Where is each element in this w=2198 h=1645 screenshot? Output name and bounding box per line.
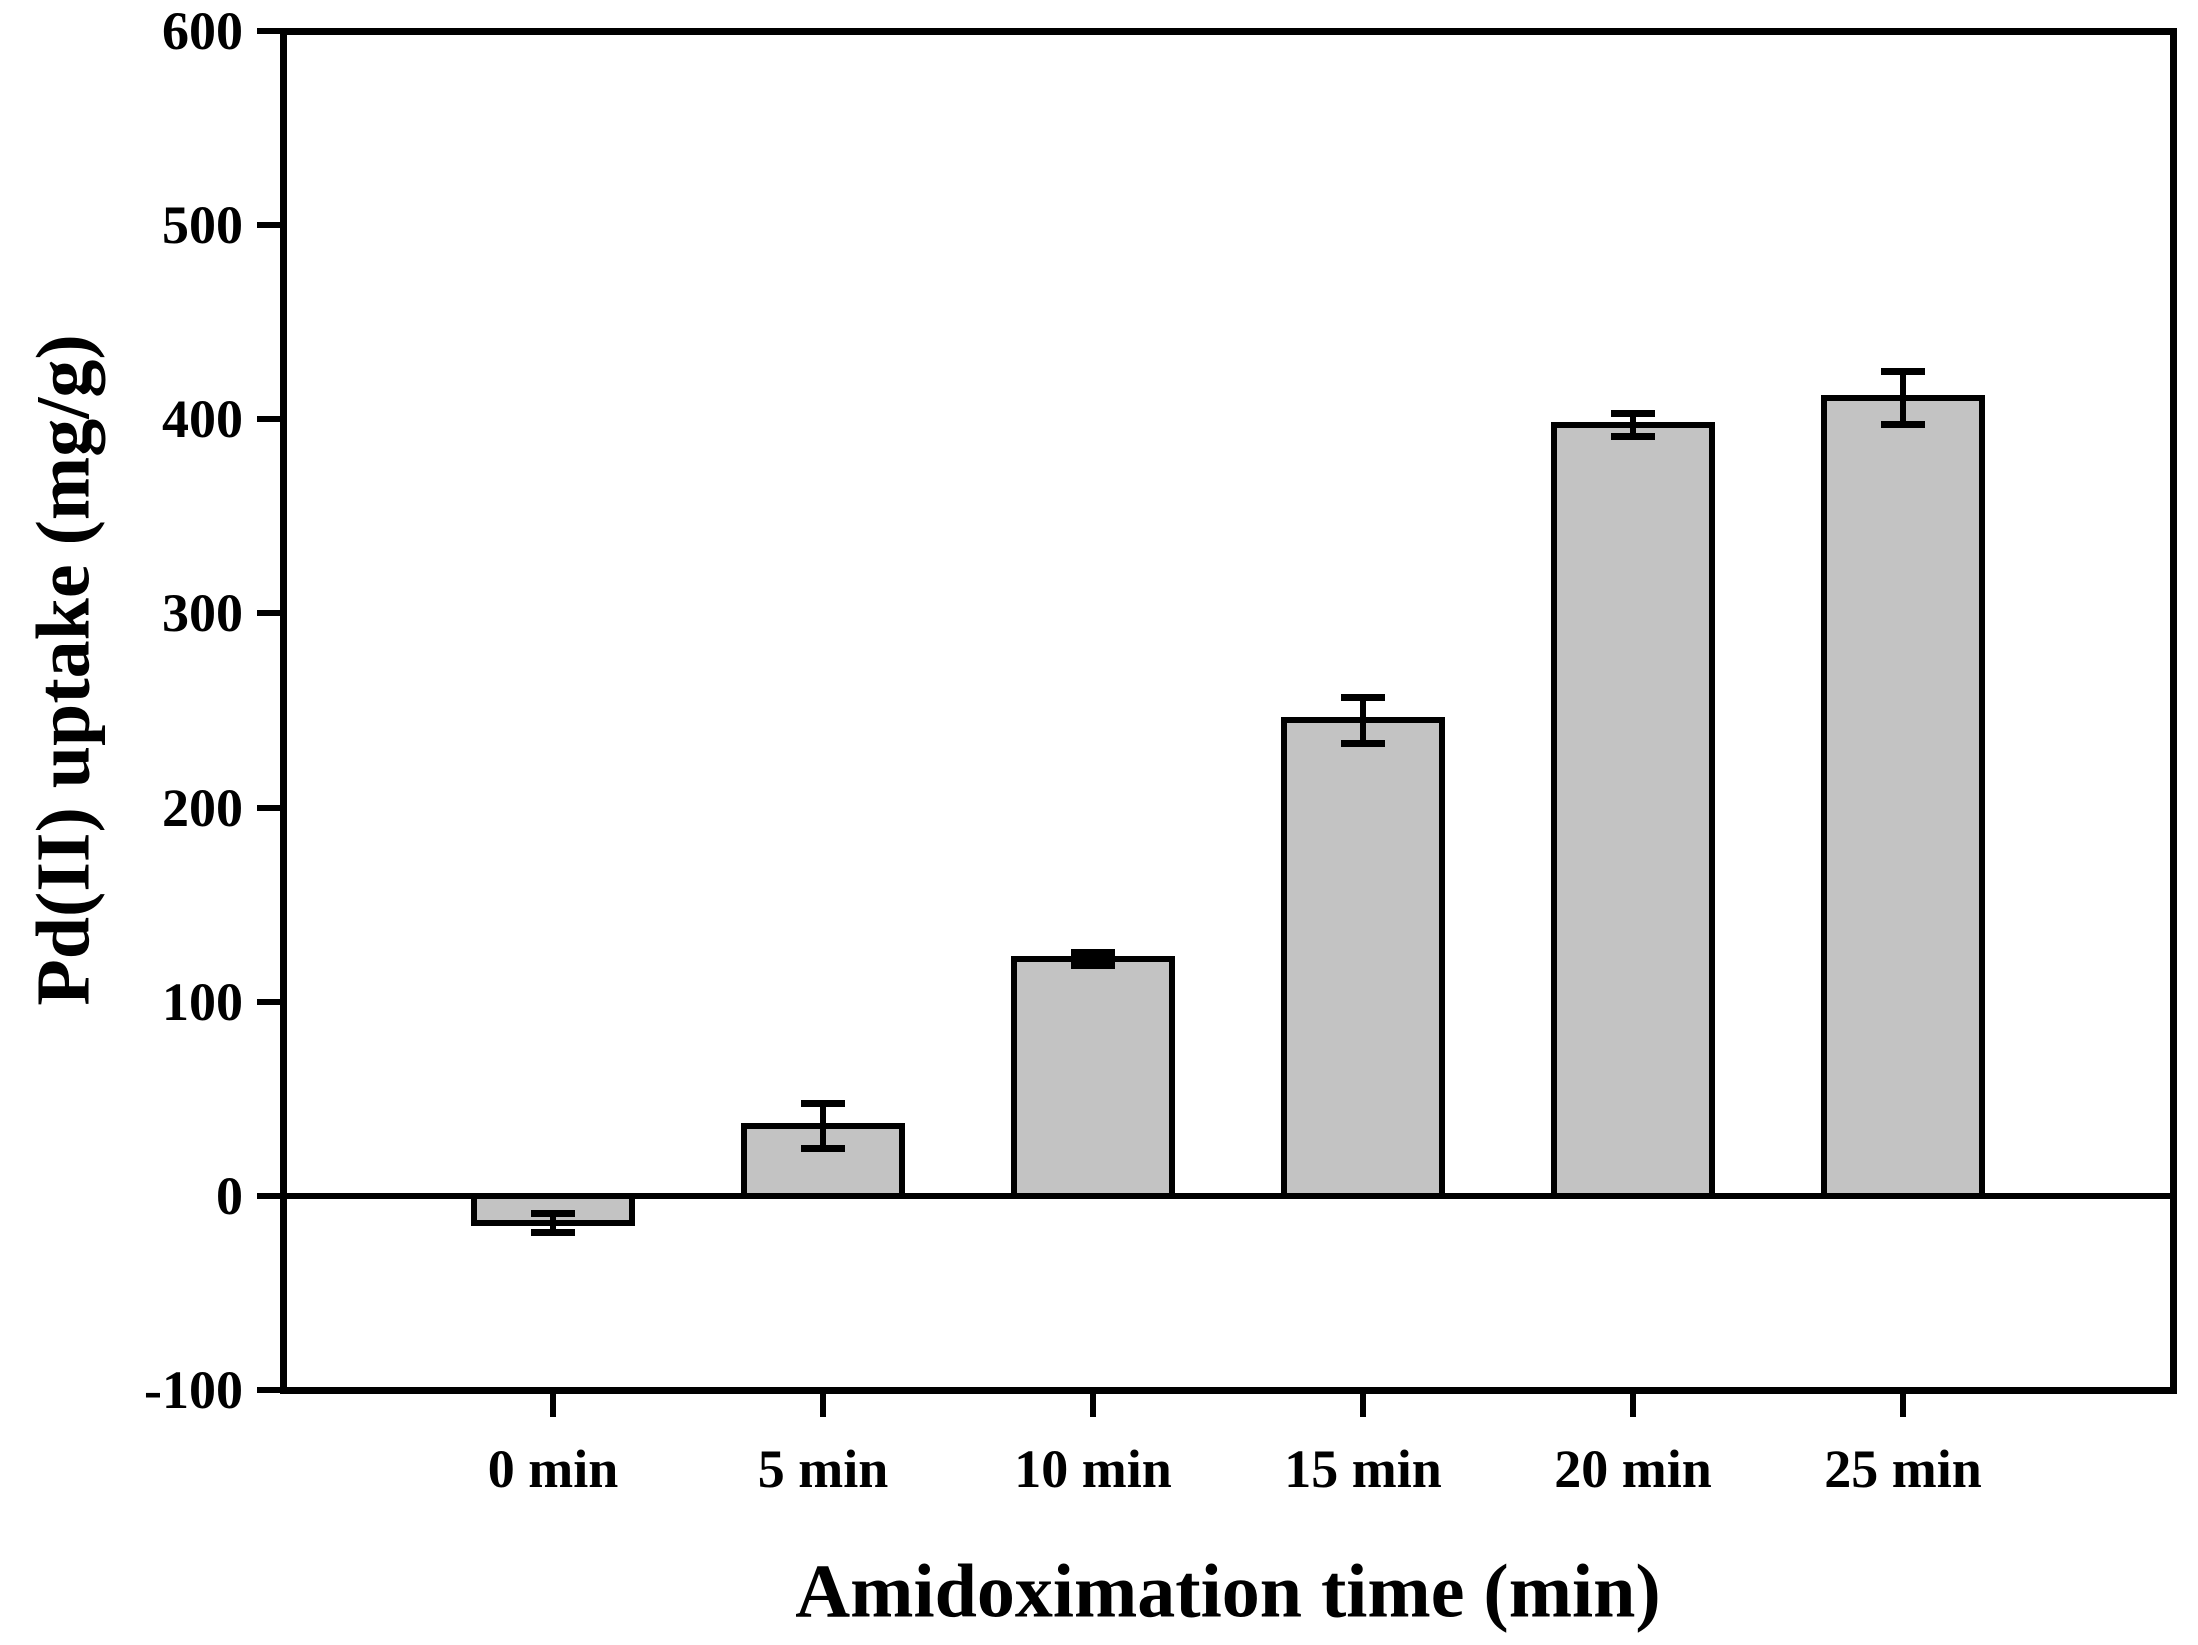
error-bar-cap-top bbox=[801, 1099, 845, 1107]
y-axis-tick bbox=[257, 1192, 280, 1199]
error-bar-line bbox=[1090, 952, 1096, 966]
y-tick-label: 600 bbox=[162, 1, 243, 61]
y-tick-label: 0 bbox=[216, 1165, 243, 1226]
error-bar-cap-bottom bbox=[801, 1145, 845, 1153]
x-axis-tick bbox=[820, 1394, 826, 1417]
bar-25-min bbox=[1821, 394, 1985, 1199]
y-tick-label: 300 bbox=[162, 583, 243, 644]
x-category-label: 0 min bbox=[487, 1439, 619, 1499]
y-axis-tick bbox=[257, 804, 280, 811]
error-bar-line bbox=[1630, 413, 1636, 437]
x-category-label: 20 min bbox=[1554, 1439, 1712, 1499]
bar-10-min bbox=[1011, 956, 1175, 1199]
error-bar-cap-top bbox=[1071, 949, 1115, 957]
y-tick-label: 200 bbox=[162, 777, 243, 838]
x-axis-tick bbox=[550, 1394, 556, 1417]
error-bar-cap-top bbox=[1611, 410, 1655, 418]
bar-15-min bbox=[1281, 717, 1445, 1199]
y-axis-tick bbox=[257, 1387, 280, 1393]
y-axis-tick bbox=[257, 222, 280, 229]
y-tick-label: 400 bbox=[162, 389, 243, 450]
y-tick-label: -100 bbox=[144, 1360, 243, 1420]
error-bar-cap-bottom bbox=[1881, 421, 1925, 429]
error-bar-cap-bottom bbox=[531, 1228, 575, 1236]
error-bar-cap-bottom bbox=[1611, 432, 1655, 440]
error-bar-cap-top bbox=[1341, 693, 1385, 701]
x-axis-title: Amidoximation time (min) bbox=[795, 1549, 1661, 1634]
x-category-label: 5 min bbox=[757, 1439, 889, 1499]
x-category-label: 15 min bbox=[1284, 1439, 1442, 1499]
error-bar-cap-bottom bbox=[1341, 739, 1385, 747]
error-bar-cap-top bbox=[1881, 367, 1925, 375]
y-axis-tick bbox=[257, 28, 280, 34]
y-axis-tick bbox=[257, 416, 280, 423]
error-bar-line bbox=[1900, 370, 1906, 426]
x-axis-tick bbox=[1900, 1394, 1906, 1417]
y-tick-label: 500 bbox=[162, 195, 243, 256]
zero-baseline bbox=[283, 1192, 2173, 1199]
x-axis-tick bbox=[1630, 1394, 1636, 1417]
error-bar-cap-bottom bbox=[1071, 961, 1115, 969]
error-bar-cap-top bbox=[531, 1210, 575, 1218]
y-tick-label: 100 bbox=[162, 971, 243, 1032]
y-axis-tick bbox=[257, 610, 280, 617]
x-category-label: 10 min bbox=[1014, 1439, 1172, 1499]
x-axis-tick bbox=[1090, 1394, 1096, 1417]
y-axis-tick bbox=[257, 998, 280, 1005]
bar-20-min bbox=[1551, 422, 1715, 1199]
error-bar-line bbox=[550, 1213, 556, 1233]
error-bar-line bbox=[820, 1102, 826, 1150]
error-bar-line bbox=[1360, 696, 1366, 744]
x-category-label: 25 min bbox=[1824, 1439, 1982, 1499]
x-axis-tick bbox=[1360, 1394, 1366, 1417]
